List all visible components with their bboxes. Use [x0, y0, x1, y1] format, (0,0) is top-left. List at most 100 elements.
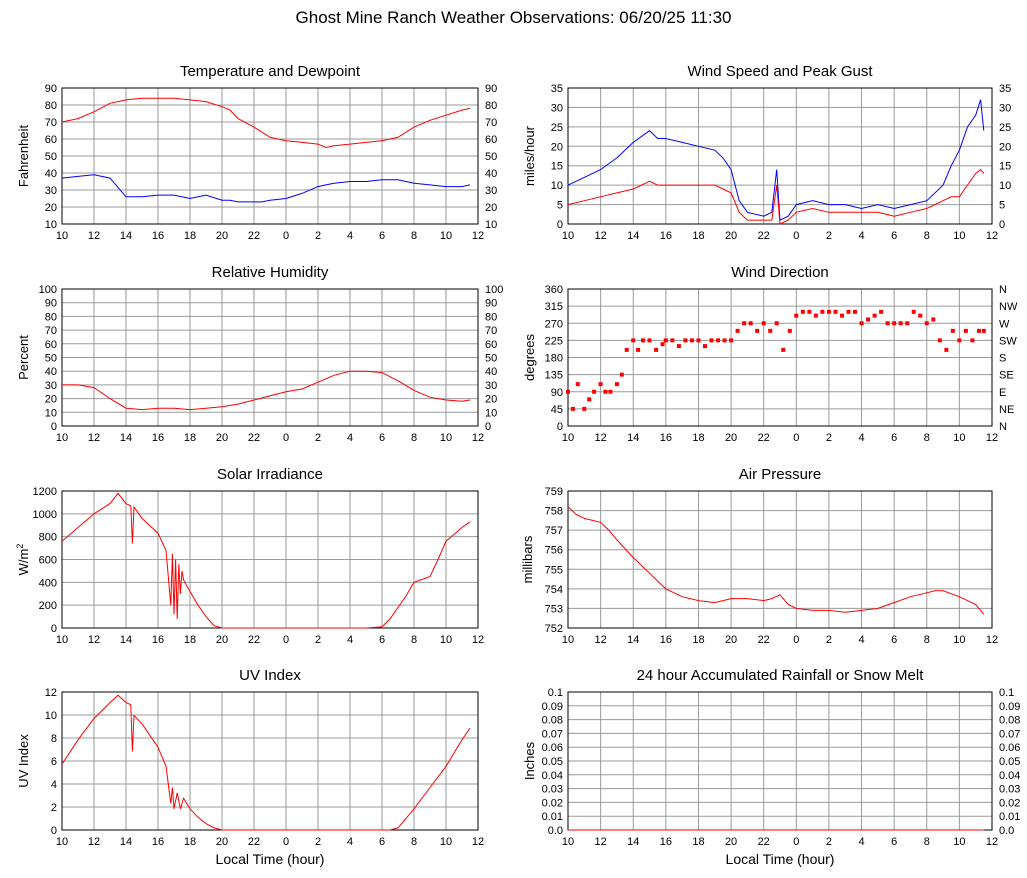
wdir-y-tick-label: 90 [551, 387, 563, 399]
pres-x-tick-label: 18 [692, 634, 704, 646]
pres-x-tick-label: 22 [758, 634, 770, 646]
solar-unit-superscript: 2 [15, 544, 25, 549]
temp-x-tick-label: 0 [283, 230, 289, 242]
rain-y-tick-label: 0.09 [542, 701, 563, 713]
wind-x-tick-label: 0 [793, 230, 799, 242]
chart-pres: Air Pressure 10 12 14 16 18 20 22 0 2 4 6 8 10 12 752 75… [520, 466, 998, 646]
rh-plot-frame [61, 288, 479, 427]
wdir-point [614, 382, 619, 387]
wind-y-tick-label-right: 0 [999, 219, 1005, 231]
chart-rh: Relative Humidity 10 12 14 16 18 20 22 0 2 4 6 8 10 12… [16, 264, 503, 444]
wdir-point [735, 328, 740, 333]
rain-y-tick-label: 0.02 [542, 797, 563, 809]
wdir-point [820, 309, 825, 314]
pres-x-tick-label: 14 [627, 634, 639, 646]
pres-x-tick-label: 10 [562, 634, 574, 646]
wdir-y-tick-label: 315 [545, 301, 563, 313]
solar-x-tick-label: 20 [216, 634, 228, 646]
wind-y-tick-label: 10 [551, 180, 563, 192]
wind-x-tick-label: 16 [660, 230, 672, 242]
solar-x-tick-label: 10 [440, 634, 452, 646]
wind-x-tick-label: 8 [924, 230, 930, 242]
temp-y-tick-label: 80 [45, 100, 57, 112]
rh-x-tick-label: 12 [472, 432, 484, 444]
temp-x-tick-label: 12 [88, 230, 100, 242]
rain-x-tick-label: 20 [725, 836, 737, 848]
wdir-point [839, 313, 844, 318]
wdir-y-tick-label-right: N [999, 284, 1007, 296]
wdir-point [800, 309, 805, 314]
uv-x-tick-label: 12 [88, 836, 100, 848]
wdir-point [696, 338, 701, 343]
wind-y-tick-label-right: 30 [999, 102, 1011, 114]
wdir-y-tick-label: 180 [545, 353, 563, 365]
wdir-point [587, 397, 592, 402]
wdir-point [826, 309, 831, 314]
wind-title: Wind Speed and Peak Gust [687, 63, 873, 80]
wdir-point [924, 321, 929, 326]
wdir-point [619, 372, 624, 377]
wind-x-tick-label: 4 [858, 230, 864, 242]
rh-y-tick-label: 10 [45, 407, 57, 419]
pres-y-tick-label: 759 [545, 486, 563, 498]
wdir-point [755, 328, 760, 333]
rh-x-tick-label: 16 [152, 432, 164, 444]
wdir-x-tick-label: 22 [758, 432, 770, 444]
rain-y-tick-label: 0.1 [548, 687, 563, 699]
wind-y-tick-label: 20 [551, 141, 563, 153]
wdir-x-tick-label: 6 [891, 432, 897, 444]
uv-y-tick-label: 6 [51, 756, 57, 768]
wdir-y-tick-label: 270 [545, 318, 563, 330]
uv-y-tick-label: 2 [51, 802, 57, 814]
rain-x-tick-label: 4 [858, 836, 864, 848]
uv-y-tick-label: 10 [45, 710, 57, 722]
uv-y-axis-label: UV Index [16, 734, 31, 788]
temp-x-tick-label: 2 [315, 230, 321, 242]
rain-y-tick-label: 0.04 [542, 770, 563, 782]
uv-x-tick-label: 18 [184, 836, 196, 848]
rain-y-tick-label-right: 0.06 [999, 742, 1020, 754]
temp-y-tick-label-right: 90 [485, 83, 497, 95]
solar-y-tick-label: 800 [39, 532, 57, 544]
wdir-plot-frame [567, 288, 993, 427]
wind-x-tick-label: 20 [725, 230, 737, 242]
uv-x-tick-label: 20 [216, 836, 228, 848]
solar-y-tick-label: 200 [39, 600, 57, 612]
temp-x-tick-label: 20 [216, 230, 228, 242]
uv-y-tick-label: 8 [51, 733, 57, 745]
wdir-point [918, 313, 923, 318]
rain-title: 24 hour Accumulated Rainfall or Snow Mel… [637, 667, 925, 684]
temp-y-tick-label: 60 [45, 134, 57, 146]
wdir-y-tick-label: 135 [545, 370, 563, 382]
uv-x-tick-label: 10 [440, 836, 452, 848]
wdir-point [794, 313, 799, 318]
wind-y-tick-label-right: 35 [999, 83, 1011, 95]
wdir-point [813, 313, 818, 318]
wdir-point [879, 309, 884, 314]
rh-y-tick-label-right: 20 [485, 394, 497, 406]
wdir-point [709, 338, 714, 343]
uv-y-tick-label: 0 [51, 825, 57, 837]
pres-y-tick-label: 756 [545, 545, 563, 557]
wind-series-1-line [567, 168, 985, 225]
pres-x-tick-label: 6 [891, 634, 897, 646]
rain-x-axis-label: Local Time (hour) [726, 851, 835, 867]
wdir-x-tick-label: 16 [660, 432, 672, 444]
wdir-point [683, 338, 688, 343]
wdir-point [905, 321, 910, 326]
wdir-point [689, 338, 694, 343]
chart-wdir: Wind Direction 10 12 14 16 18 20 22 0 2 4 6 8 10 12 0 N 4… [522, 264, 1018, 444]
wdir-y-tick-label: 45 [551, 404, 563, 416]
wind-x-tick-label: 18 [692, 230, 704, 242]
rain-x-tick-label: 12 [594, 836, 606, 848]
wind-y-tick-label-right: 10 [999, 180, 1011, 192]
wdir-point [624, 347, 629, 352]
temp-y-tick-label: 70 [45, 117, 57, 129]
wdir-point [729, 338, 734, 343]
temp-x-tick-label: 16 [152, 230, 164, 242]
wdir-y-tick-label-right: SE [999, 370, 1014, 382]
wdir-point [859, 321, 864, 326]
rh-y-tick-label: 80 [45, 311, 57, 323]
